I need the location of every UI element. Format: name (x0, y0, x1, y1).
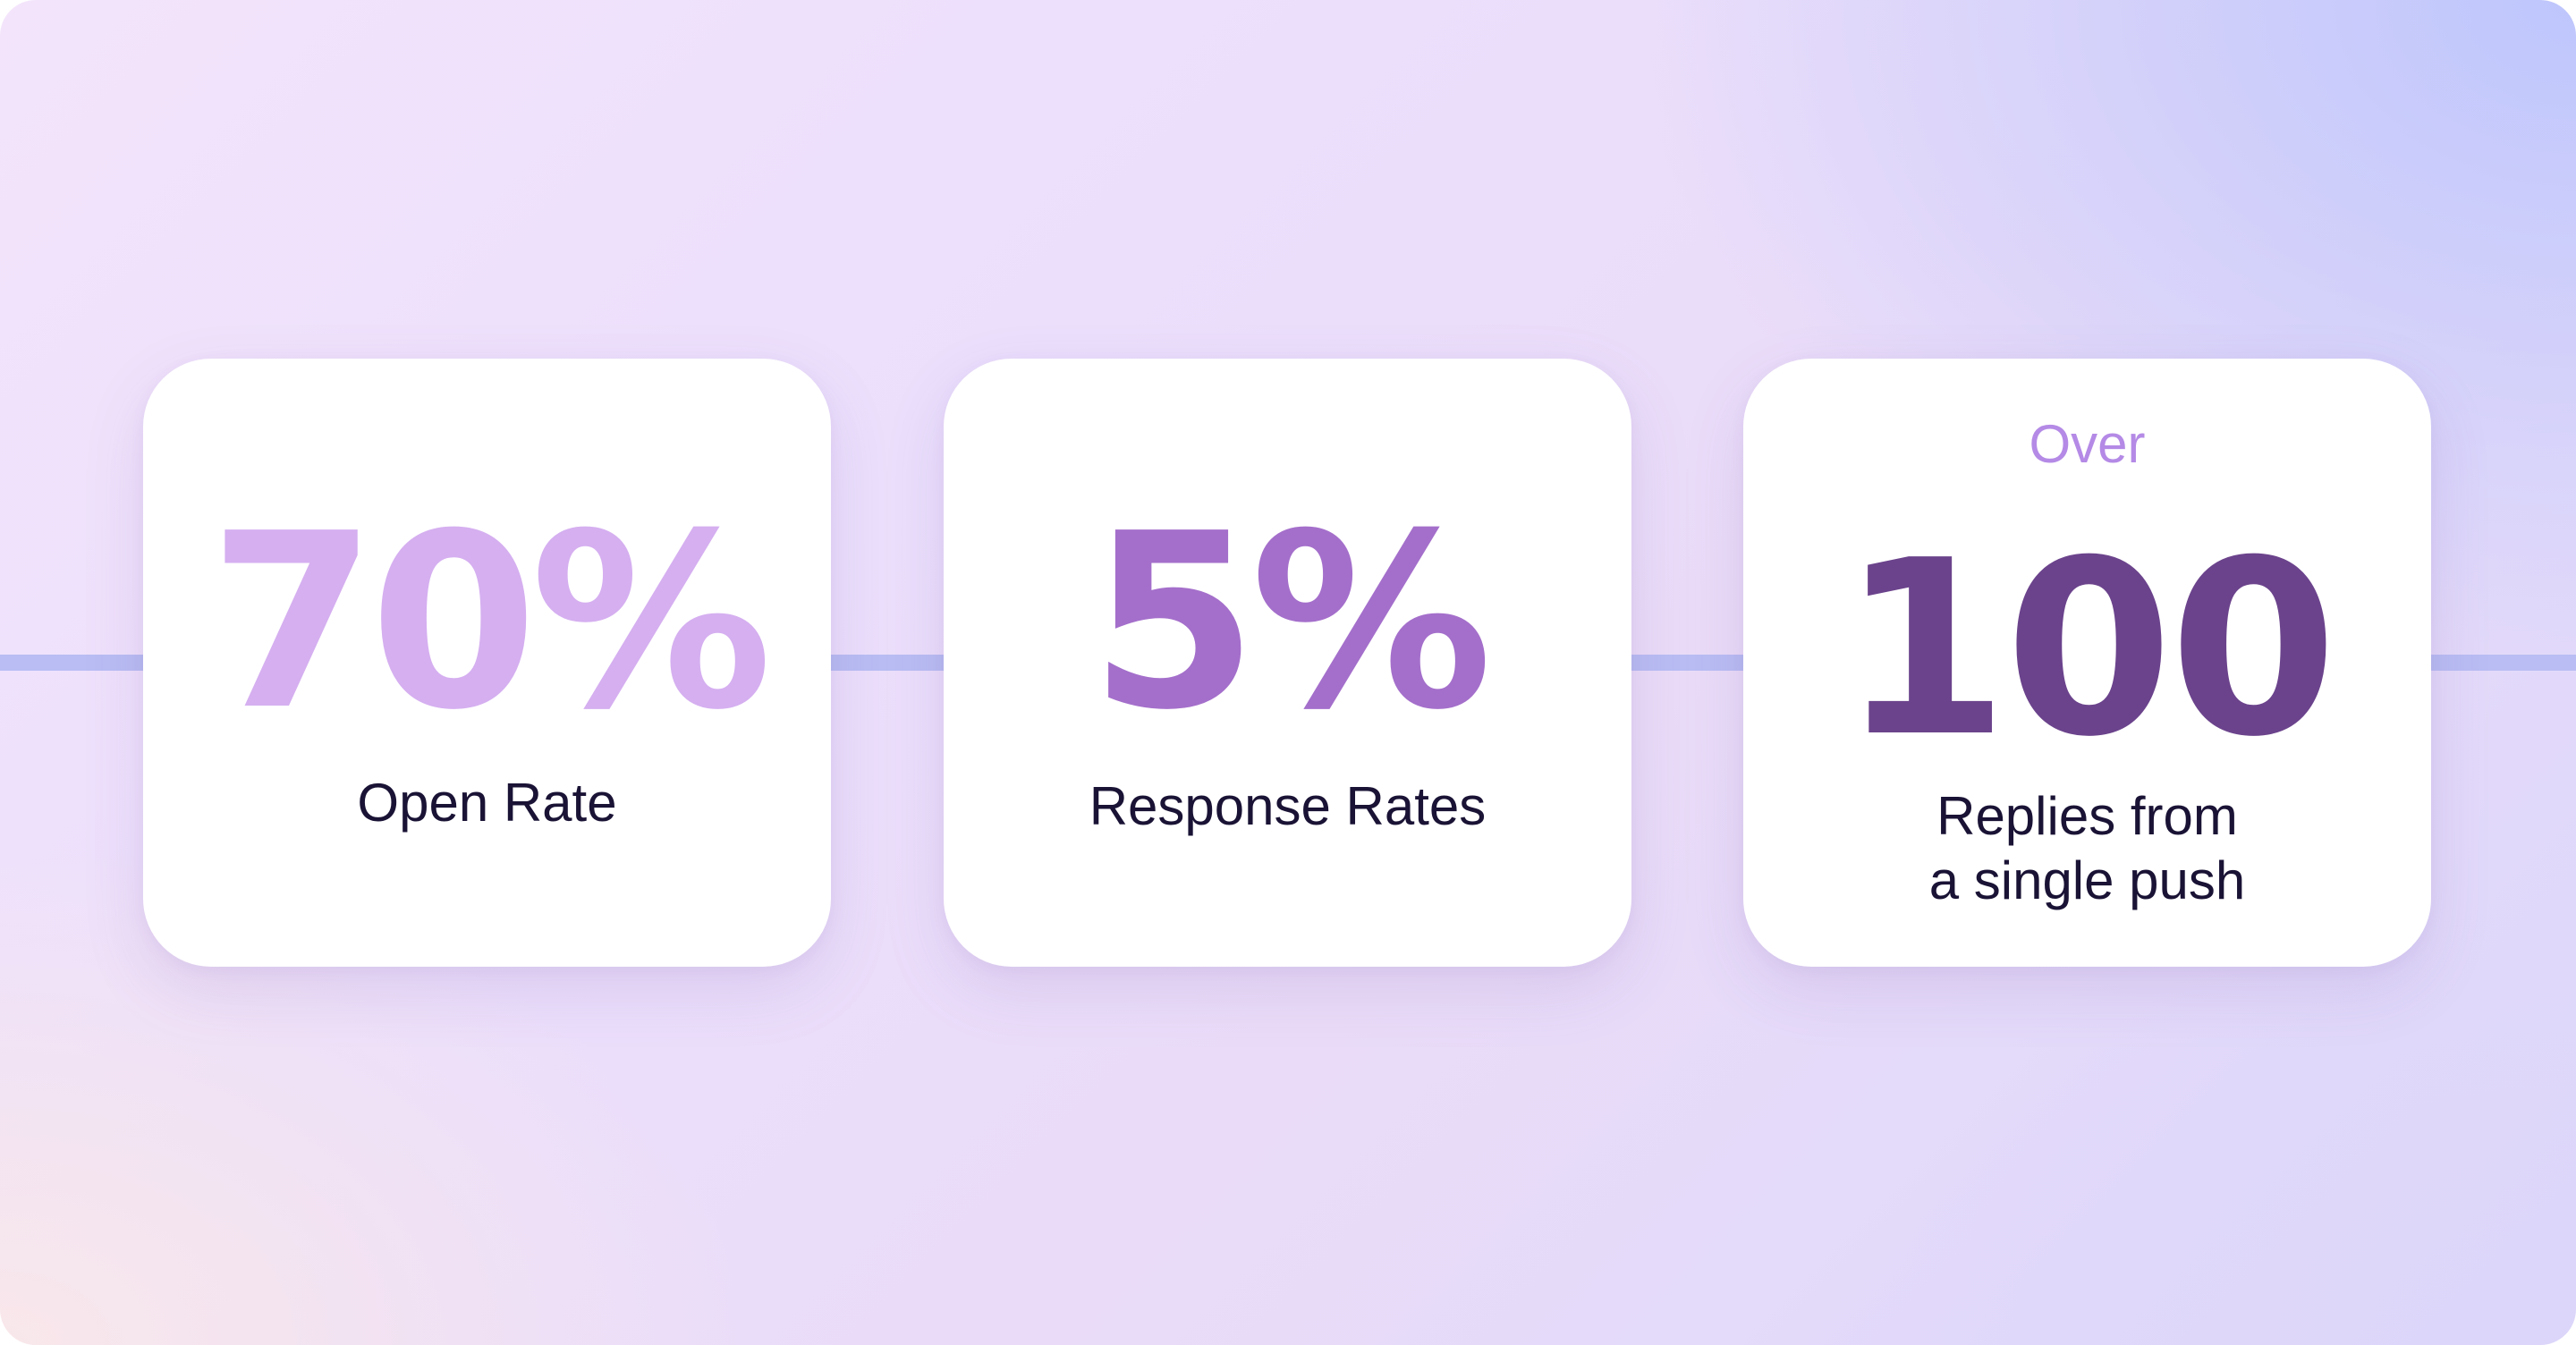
stat-card-replies: Over 100 Replies from a single push (1743, 359, 2431, 967)
stat-label-line-2: a single push (1928, 850, 2246, 910)
stat-label: Open Rate (357, 773, 617, 833)
stat-prefix: Over (2029, 414, 2146, 474)
stat-value: 100 (1840, 508, 2338, 790)
stat-value: 70% (208, 481, 772, 763)
stat-label: Replies from a single push (1743, 784, 2431, 913)
stat-card-open-rate: 70% Open Rate (143, 359, 831, 967)
stat-card-response-rates: 5% Response Rates (944, 359, 1631, 967)
stat-label-line-1: Replies from (1936, 786, 2238, 846)
stat-value: 5% (1089, 481, 1492, 763)
stat-label: Response Rates (1089, 776, 1487, 836)
